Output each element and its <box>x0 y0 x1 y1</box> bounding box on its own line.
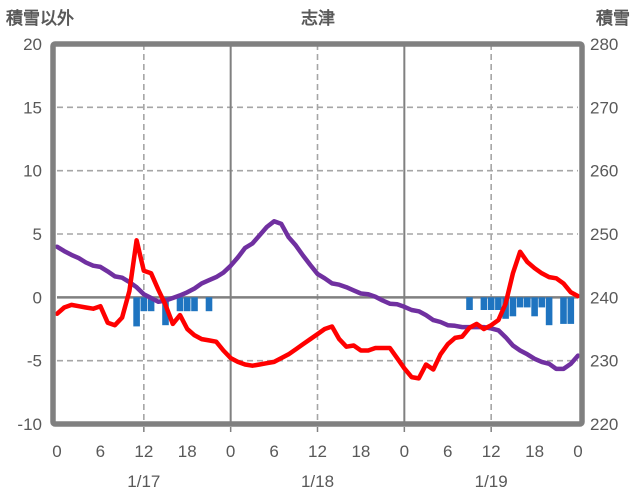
x-tick-label: 18 <box>351 442 370 461</box>
bar <box>545 297 553 326</box>
x-date-label: 1/18 <box>301 472 334 491</box>
x-tick-label: 0 <box>400 442 409 461</box>
bar <box>538 297 546 308</box>
x-tick-label: 12 <box>308 442 327 461</box>
plot-border <box>50 41 585 427</box>
x-date-label: 1/17 <box>127 472 160 491</box>
left-axis-tick-label: 20 <box>23 35 42 54</box>
left-axis-title: 積雪以外 <box>6 9 74 28</box>
right-axis-tick-label: 230 <box>590 352 618 371</box>
bar <box>495 297 502 310</box>
bar <box>133 297 140 327</box>
temperature-line <box>54 238 581 381</box>
x-tick-label: 12 <box>134 442 153 461</box>
bar <box>524 297 531 308</box>
chart-title: 志津 <box>301 9 335 28</box>
bar <box>205 297 213 312</box>
bar <box>567 297 575 324</box>
left-axis-tick-label: -10 <box>17 415 42 434</box>
x-tick-label: 6 <box>96 442 105 461</box>
x-tick-label: 0 <box>226 442 235 461</box>
x-tick-label: 12 <box>482 442 501 461</box>
bar <box>531 297 538 317</box>
bar <box>183 297 191 312</box>
left-axis-tick-label: 15 <box>23 98 42 117</box>
bar <box>516 297 524 308</box>
left-axis-tick-label: -5 <box>27 352 42 371</box>
left-axis-tick-label: 0 <box>33 288 42 307</box>
x-tick-label: 18 <box>525 442 544 461</box>
bar <box>147 297 155 312</box>
right-axis-tick-label: 240 <box>590 288 618 307</box>
bar <box>480 297 488 310</box>
bar <box>487 297 495 310</box>
right-axis-title: 積雪 <box>596 9 630 28</box>
right-axis-tick-label: 270 <box>590 98 618 117</box>
bar <box>162 297 169 326</box>
x-tick-label: 0 <box>52 442 61 461</box>
left-axis-tick-label: 5 <box>33 225 42 244</box>
left-axis-tick-label: 10 <box>23 162 42 181</box>
x-date-label: 1/19 <box>475 472 508 491</box>
right-axis-tick-label: 280 <box>590 35 618 54</box>
bar <box>509 297 517 317</box>
x-tick-label: 0 <box>573 442 582 461</box>
bar <box>191 297 198 312</box>
right-axis-tick-label: 250 <box>590 225 618 244</box>
x-tick-label: 18 <box>178 442 197 461</box>
x-tick-label: 6 <box>269 442 278 461</box>
x-tick-label: 6 <box>443 442 452 461</box>
right-axis-tick-label: 220 <box>590 415 618 434</box>
bar <box>140 297 148 312</box>
bars-series <box>133 297 575 327</box>
right-axis-tick-label: 260 <box>590 162 618 181</box>
bar <box>176 297 184 312</box>
bar <box>560 297 567 324</box>
snow-depth-line <box>54 219 581 372</box>
bar <box>466 297 473 310</box>
